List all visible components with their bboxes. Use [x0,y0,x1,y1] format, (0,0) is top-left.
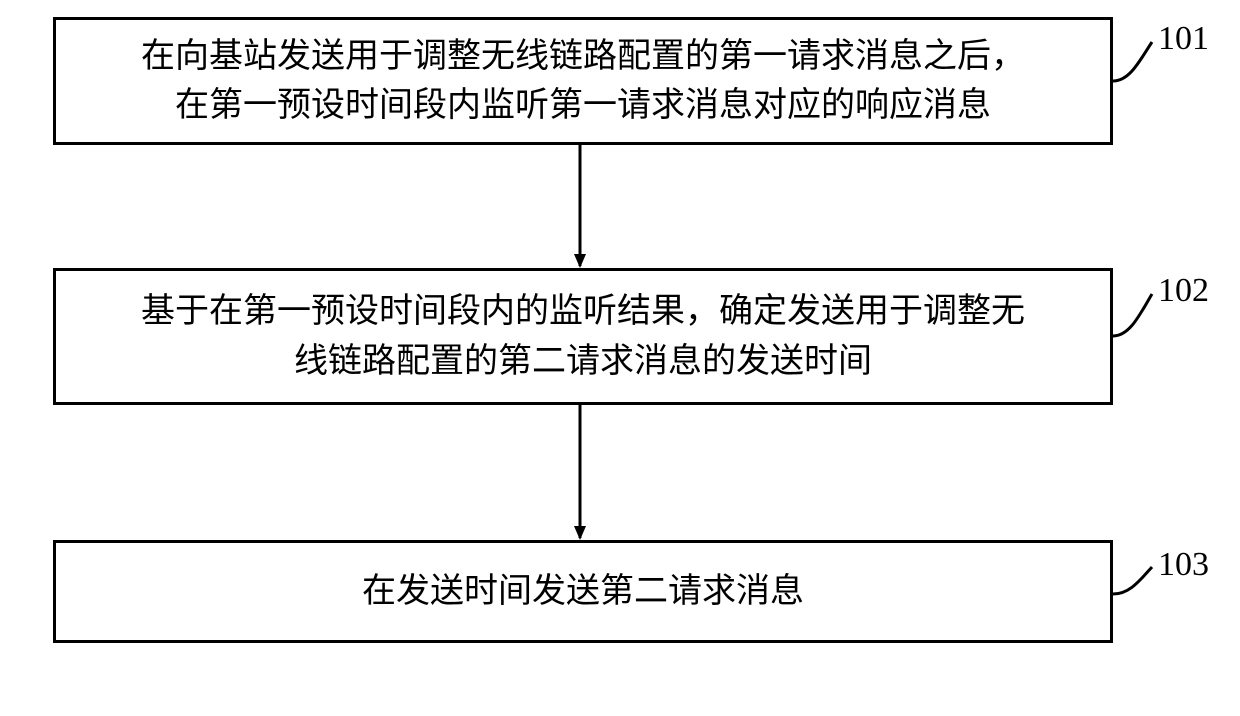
flow-step-2: 基于在第一预设时间段内的监听结果，确定发送用于调整无 线链路配置的第二请求消息的… [53,268,1113,405]
flow-step-2-label: 102 [1158,272,1209,310]
flow-step-1-text: 在向基站发送用于调整无线链路配置的第一请求消息之后， 在第一预设时间段内监听第一… [141,32,1025,131]
flow-step-3-text: 在发送时间发送第二请求消息 [362,567,804,616]
flow-step-3-label: 103 [1158,546,1209,584]
flowchart-canvas: 在向基站发送用于调整无线链路配置的第一请求消息之后， 在第一预设时间段内监听第一… [0,0,1240,716]
flow-step-1-label: 101 [1158,20,1209,58]
flow-step-3: 在发送时间发送第二请求消息 [53,540,1113,643]
flow-step-1: 在向基站发送用于调整无线链路配置的第一请求消息之后， 在第一预设时间段内监听第一… [53,17,1113,145]
flow-step-2-text: 基于在第一预设时间段内的监听结果，确定发送用于调整无 线链路配置的第二请求消息的… [141,287,1025,386]
